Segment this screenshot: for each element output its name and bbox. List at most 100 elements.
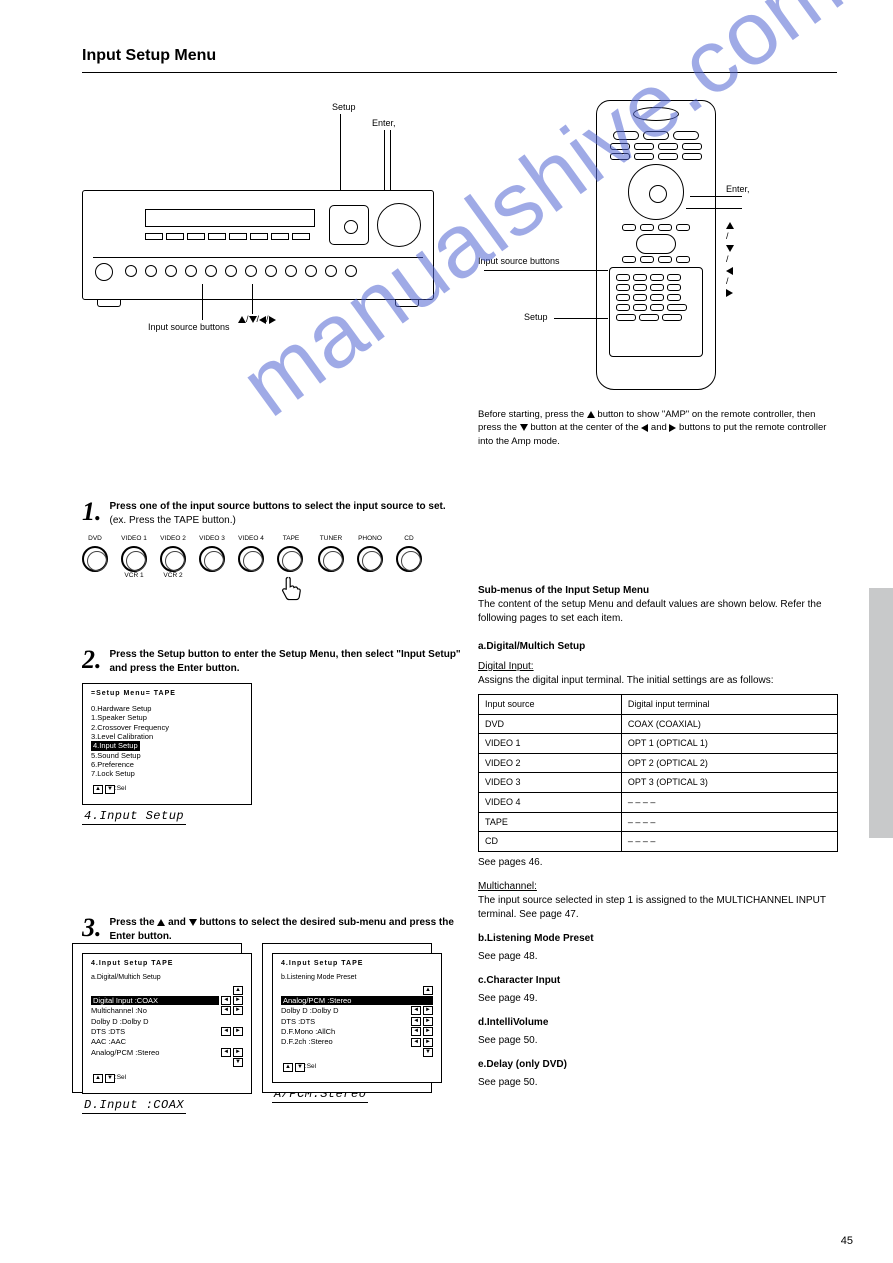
- section-e-text: See page 50.: [478, 1076, 838, 1090]
- section-b-text: See page 48.: [478, 950, 838, 964]
- menu-item: 5.Sound Setup: [91, 751, 243, 760]
- menu-item: 7.Lock Setup: [91, 769, 243, 778]
- table-cell: COAX (COAXIAL): [621, 714, 837, 734]
- knob-sublabel: VCR 1: [121, 572, 147, 580]
- knob-label: PHONO: [357, 535, 383, 543]
- knob-icon: [396, 546, 422, 572]
- section-b-head: b.Listening Mode Preset: [478, 933, 594, 944]
- receiver-body: [82, 190, 434, 300]
- table-cell: – – – –: [621, 832, 837, 852]
- submenu-intro: The content of the setup Menu and defaul…: [478, 598, 838, 626]
- step2-num: 2.: [82, 648, 102, 671]
- remote-callout-inputs: Input source buttons: [478, 256, 588, 267]
- assignment-table: Input source Digital input terminal DVDC…: [478, 694, 838, 852]
- menu-setup: =Setup Menu= TAPE 0.Hardware Setup 1.Spe…: [82, 683, 252, 805]
- knob-icon: [160, 546, 186, 572]
- knob-icon: [318, 546, 344, 572]
- menu-item-selected: 4.Input Setup: [91, 741, 140, 750]
- table-cell: VIDEO 3: [479, 773, 622, 793]
- step1-num: 1.: [82, 500, 102, 523]
- menu-item: 3.Level Calibration: [91, 732, 243, 741]
- menu-row-val: :Dolby D: [310, 1006, 339, 1015]
- menu-row-val: :AllCh: [315, 1027, 335, 1036]
- table-foot: See pages 46.: [478, 856, 838, 870]
- callout-arrows: ///: [238, 314, 276, 325]
- step3-num: 3.: [82, 916, 102, 939]
- right-column-text: Sub-menus of the Input Setup Menu The co…: [478, 584, 838, 1090]
- menu-row-val: :Stereo: [309, 1037, 333, 1046]
- callout-setup: Setup: [332, 102, 356, 113]
- knob-label: VIDEO 4: [238, 535, 264, 543]
- menu-row-val: :Stereo: [135, 1048, 159, 1057]
- multich-text: The input source selected in step 1 is a…: [478, 894, 838, 922]
- callout-input-buttons: Input source buttons: [148, 322, 230, 333]
- hand-pointer-icon: [277, 574, 305, 602]
- menu-row-label: Digital Input: [93, 996, 133, 1005]
- table-cell: TAPE: [479, 812, 622, 832]
- knob-label: TAPE: [277, 535, 305, 543]
- step-2: 2. Press the Setup button to enter the S…: [82, 648, 462, 825]
- knob-icon: [277, 546, 303, 572]
- dig-label: Digital Input:: [478, 661, 534, 672]
- callout-enter: Enter,: [372, 118, 396, 129]
- receiver-figure: Setup Enter, Input source buttons ///: [82, 190, 462, 300]
- menu-row-val: :AAC: [109, 1037, 127, 1046]
- knob-icon: [121, 546, 147, 572]
- knob-icon: [357, 546, 383, 572]
- display-line-a: D.Input :COAX: [82, 1098, 186, 1114]
- table-header: Input source: [479, 695, 622, 715]
- section-d-head: d.IntelliVolume: [478, 1017, 548, 1028]
- table-cell: VIDEO 1: [479, 734, 622, 754]
- side-tab: [869, 588, 893, 838]
- knob-label: VIDEO 3: [199, 535, 225, 543]
- remote-callout-setup: Setup: [524, 312, 548, 323]
- step2-bold: Press the Setup button to enter the Setu…: [110, 649, 461, 674]
- table-cell: OPT 2 (OPTICAL 2): [621, 753, 837, 773]
- menu-item: 0.Hardware Setup: [91, 704, 243, 713]
- menu-item: 2.Crossover Frequency: [91, 723, 243, 732]
- knob-label: VIDEO 2: [160, 535, 186, 543]
- menu-row-label: Dolby D: [91, 1017, 118, 1026]
- step-3: 3. Press the and buttons to select the d…: [82, 916, 462, 1103]
- table-cell: CD: [479, 832, 622, 852]
- menu-row-val: :Stereo: [327, 996, 351, 1005]
- section-e-head: e.Delay (only DVD): [478, 1059, 567, 1070]
- section-d-text: See page 50.: [478, 1034, 838, 1048]
- menu-b-title: 4.Input Setup TAPE: [281, 960, 433, 969]
- knob-icon: [82, 546, 108, 572]
- knob-label: VIDEO 1: [121, 535, 147, 543]
- menu-row-label: AAC: [91, 1037, 106, 1046]
- menu-row-label: Analog/PCM: [283, 996, 325, 1005]
- menu-row-val: :DTS: [298, 1017, 315, 1026]
- menu-row-label: DTS: [281, 1017, 296, 1026]
- menu-row-label: Analog/PCM: [91, 1048, 133, 1057]
- menu-row-val: :DTS: [108, 1027, 125, 1036]
- menu-b-sub: b.Listening Mode Preset: [281, 974, 433, 983]
- remote-body: [596, 100, 716, 390]
- page-number: 45: [841, 1235, 853, 1249]
- menu-row-val: :Dolby D: [120, 1017, 149, 1026]
- remote-callout-enter-text: Enter,: [726, 184, 750, 194]
- menu-a-title: 4.Input Setup TAPE: [91, 960, 243, 969]
- knob-label: DVD: [82, 535, 108, 543]
- knob-sublabel: VCR 2: [160, 572, 186, 580]
- table-cell: VIDEO 4: [479, 792, 622, 812]
- table-header: Digital input terminal: [621, 695, 837, 715]
- table-cell: DVD: [479, 714, 622, 734]
- menu-row-label: Dolby D: [281, 1006, 308, 1015]
- section-c-head: c.Character Input: [478, 975, 560, 986]
- multich-label: Multichannel:: [478, 881, 537, 892]
- remote-note: Before starting, press the button to sho…: [478, 408, 838, 448]
- page-title: Input Setup Menu: [82, 46, 837, 66]
- menu-item: 1.Speaker Setup: [91, 713, 243, 722]
- step1-sub: (ex. Press the TAPE button.): [110, 515, 236, 526]
- menu-title: =Setup Menu= TAPE: [91, 690, 243, 699]
- table-cell: VIDEO 2: [479, 753, 622, 773]
- menu-row-label: Multichannel: [91, 1006, 133, 1015]
- display-line: 4.Input Setup: [82, 809, 186, 825]
- callout-enter-text: Enter,: [372, 118, 396, 128]
- remote-callout-arrows: ///: [726, 220, 734, 299]
- menu-row-val: :COAX: [135, 996, 158, 1005]
- remote-callout-enter: Enter,: [726, 184, 750, 195]
- knob-label: TUNER: [318, 535, 344, 543]
